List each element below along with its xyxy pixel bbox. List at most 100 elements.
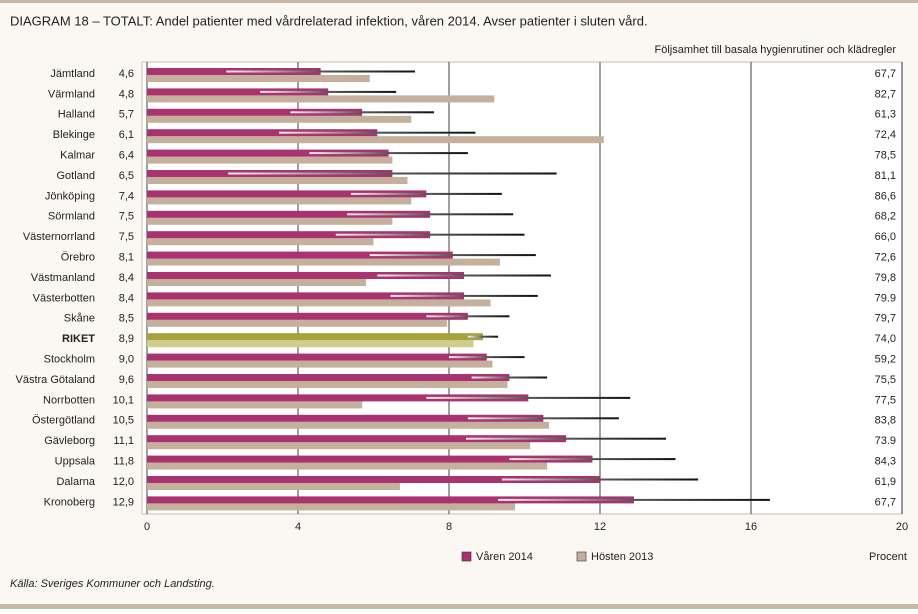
compliance-label: 79,7 (875, 313, 896, 325)
compliance-label: 73.9 (875, 435, 896, 447)
compliance-label: 74,0 (875, 333, 896, 345)
value-label: 8,1 (119, 252, 134, 264)
compliance-label: 61,9 (875, 476, 896, 488)
value-label: 8,4 (119, 272, 134, 284)
error-bar (449, 356, 525, 359)
bar-varen (147, 312, 468, 320)
error-bar (509, 458, 676, 461)
value-label: 8,9 (119, 333, 134, 345)
x-axis-label: Procent (869, 551, 907, 563)
value-label: 11,8 (113, 456, 134, 468)
bar-hosten (147, 319, 448, 327)
compliance-label: 66,0 (875, 231, 896, 243)
bar-varen (147, 394, 529, 402)
bar-varen (147, 476, 600, 483)
bar-hosten (147, 217, 393, 225)
x-tick-label: 20 (896, 521, 908, 533)
category-label: Skåne (64, 313, 95, 325)
compliance-label: 67,7 (875, 68, 896, 80)
bar-hosten (147, 95, 495, 103)
bar-varen (147, 108, 363, 116)
value-label: 5,7 (119, 109, 134, 121)
bar-hosten (147, 462, 548, 470)
bar-hosten (147, 197, 412, 205)
category-label: Värmland (48, 88, 95, 100)
compliance-label: 82,7 (875, 88, 896, 100)
value-label: 7,4 (119, 190, 134, 202)
x-tick-label: 0 (144, 521, 150, 533)
bar-varen (147, 129, 378, 137)
category-label: Kalmar (60, 150, 95, 162)
legend-label: Våren 2014 (476, 551, 533, 563)
bar-varen (147, 496, 634, 504)
value-label: 8,5 (119, 313, 134, 325)
error-bar (467, 335, 499, 338)
compliance-title: Följsamhet till basala hygienrutiner och… (654, 44, 896, 56)
category-label: Gävleborg (44, 435, 95, 447)
value-label: 12,0 (113, 476, 134, 488)
category-label: Jönköping (45, 190, 95, 202)
bar-hosten (147, 115, 412, 123)
value-label: 6,1 (119, 129, 134, 141)
bar-varen (147, 88, 329, 96)
compliance-label: 79.9 (875, 292, 896, 304)
bar-hosten (147, 75, 370, 82)
category-label: Örebro (61, 252, 95, 264)
value-label: 7,5 (119, 231, 134, 243)
value-label: 4,6 (119, 68, 134, 80)
bar-hosten (147, 360, 493, 368)
bar-hosten (147, 340, 474, 348)
value-label: 4,8 (119, 88, 134, 100)
chart-title: DIAGRAM 18 – TOTALT: Andel patienter med… (10, 13, 648, 28)
value-label: 6,4 (119, 150, 134, 162)
category-label: Västerbotten (33, 292, 95, 304)
category-label: Kronoberg (44, 496, 95, 508)
bar-varen (147, 374, 510, 381)
compliance-label: 81,1 (875, 170, 896, 182)
compliance-label: 59,2 (875, 354, 896, 366)
error-bar (350, 192, 502, 195)
error-bar (377, 274, 551, 277)
category-label: Sörmland (48, 211, 95, 223)
compliance-label: 78,5 (875, 150, 896, 162)
bar-varen (147, 251, 453, 259)
compliance-label: 86,6 (875, 190, 896, 202)
error-bar (426, 396, 631, 399)
bar-hosten (147, 442, 531, 450)
error-bar (290, 111, 434, 114)
bar-hosten (147, 401, 363, 409)
error-bar (335, 233, 525, 236)
source: Källa: Sveriges Kommuner och Landsting. (10, 578, 215, 590)
error-bar (279, 131, 476, 134)
error-bar (260, 90, 397, 93)
compliance-label: 75,5 (875, 374, 896, 386)
bar-hosten (147, 503, 516, 511)
bar-hosten (147, 381, 508, 388)
category-label: Gotland (56, 170, 95, 182)
category-label: RIKET (62, 333, 95, 345)
category-label: Blekinge (53, 129, 95, 141)
bar-varen (147, 231, 431, 239)
category-label: Västmanland (31, 272, 95, 284)
category-label: Västernorrland (23, 231, 95, 243)
compliance-label: 61,3 (875, 109, 896, 121)
category-label: Östergötland (32, 415, 95, 427)
bar-hosten (147, 258, 500, 266)
category-label: Stockholm (44, 354, 95, 366)
error-bar (471, 376, 548, 379)
legend-swatch (576, 551, 587, 562)
bar-varen (147, 414, 544, 422)
x-tick-label: 4 (295, 521, 301, 533)
bar-varen (147, 333, 483, 341)
bottom-rule (0, 604, 918, 609)
category-label: Uppsala (55, 456, 96, 468)
compliance-label: 72,6 (875, 252, 896, 264)
value-label: 8,4 (119, 292, 134, 304)
value-label: 10,1 (113, 394, 134, 406)
error-bar (426, 315, 510, 318)
x-tick-label: 8 (446, 521, 452, 533)
error-bar (228, 172, 557, 175)
bar-hosten (147, 177, 408, 184)
bar-hosten (147, 421, 550, 429)
